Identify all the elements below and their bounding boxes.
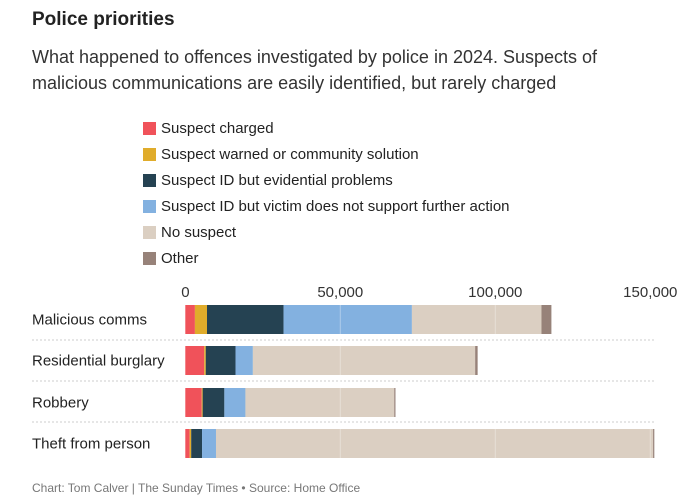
legend: Suspect charged Suspect warned or communi… — [143, 115, 510, 271]
legend-item: Suspect ID but victim does not support f… — [143, 193, 510, 219]
bar-segment — [653, 429, 655, 458]
legend-item: Other — [143, 245, 510, 271]
legend-item: Suspect ID but evidential problems — [143, 167, 510, 193]
bar-segment — [252, 346, 476, 375]
legend-label: Suspect charged — [161, 119, 274, 137]
bar-segment — [215, 429, 654, 458]
bar-segment — [185, 305, 195, 334]
bar-segment — [235, 346, 253, 375]
bar-segment — [189, 429, 192, 458]
bar-segment — [541, 305, 552, 334]
bar-segment — [394, 388, 396, 417]
legend-label: Suspect warned or community solution — [161, 145, 419, 163]
legend-label: Suspect ID but victim does not support f… — [161, 197, 510, 215]
legend-item: Suspect warned or community solution — [143, 141, 510, 167]
bar-segment — [411, 305, 542, 334]
legend-item: No suspect — [143, 219, 510, 245]
category-label: Theft from person — [32, 436, 150, 453]
x-tick-label: 100,000 — [468, 284, 522, 301]
x-tick-label: 0 — [181, 284, 189, 301]
chart-title: Police priorities — [32, 9, 175, 30]
chart-footer: Chart: Tom Calver | The Sunday Times • S… — [32, 481, 361, 495]
bar-segment — [185, 388, 202, 417]
bar-segment — [224, 388, 246, 417]
bar-segment — [207, 305, 284, 334]
legend-label: Suspect ID but evidential problems — [161, 171, 393, 189]
category-label: Residential burglary — [32, 353, 165, 370]
legend-swatch — [143, 225, 156, 239]
bar-segment — [191, 429, 203, 458]
x-tick-label: 50,000 — [317, 284, 363, 301]
legend-item: Suspect charged — [143, 115, 510, 141]
bar-segment — [185, 346, 205, 375]
legend-swatch — [143, 199, 156, 213]
legend-swatch — [143, 121, 156, 135]
legend-swatch — [143, 173, 156, 187]
category-label: Robbery — [32, 395, 89, 412]
chart-subtitle: What happened to offences investigated b… — [32, 47, 598, 93]
legend-label: No suspect — [161, 223, 237, 241]
plot-area: 0 50,000 100,000 150,000 Malicious comms Resi… — [32, 284, 677, 460]
bar-segment — [204, 346, 206, 375]
bar-segment — [202, 388, 225, 417]
legend-swatch — [143, 147, 156, 161]
legend-swatch — [143, 251, 156, 265]
bar-segment — [185, 429, 190, 458]
bar-segment — [475, 346, 478, 375]
bar-segment — [283, 305, 412, 334]
x-tick-label: 150,000 — [623, 284, 677, 301]
legend-label: Other — [161, 249, 199, 267]
bar-segment — [201, 388, 203, 417]
bar-segment — [202, 429, 216, 458]
bar-segment — [245, 388, 395, 417]
bar-segment — [205, 346, 236, 375]
category-label: Malicious comms — [32, 312, 147, 329]
bar-segment — [194, 305, 207, 334]
